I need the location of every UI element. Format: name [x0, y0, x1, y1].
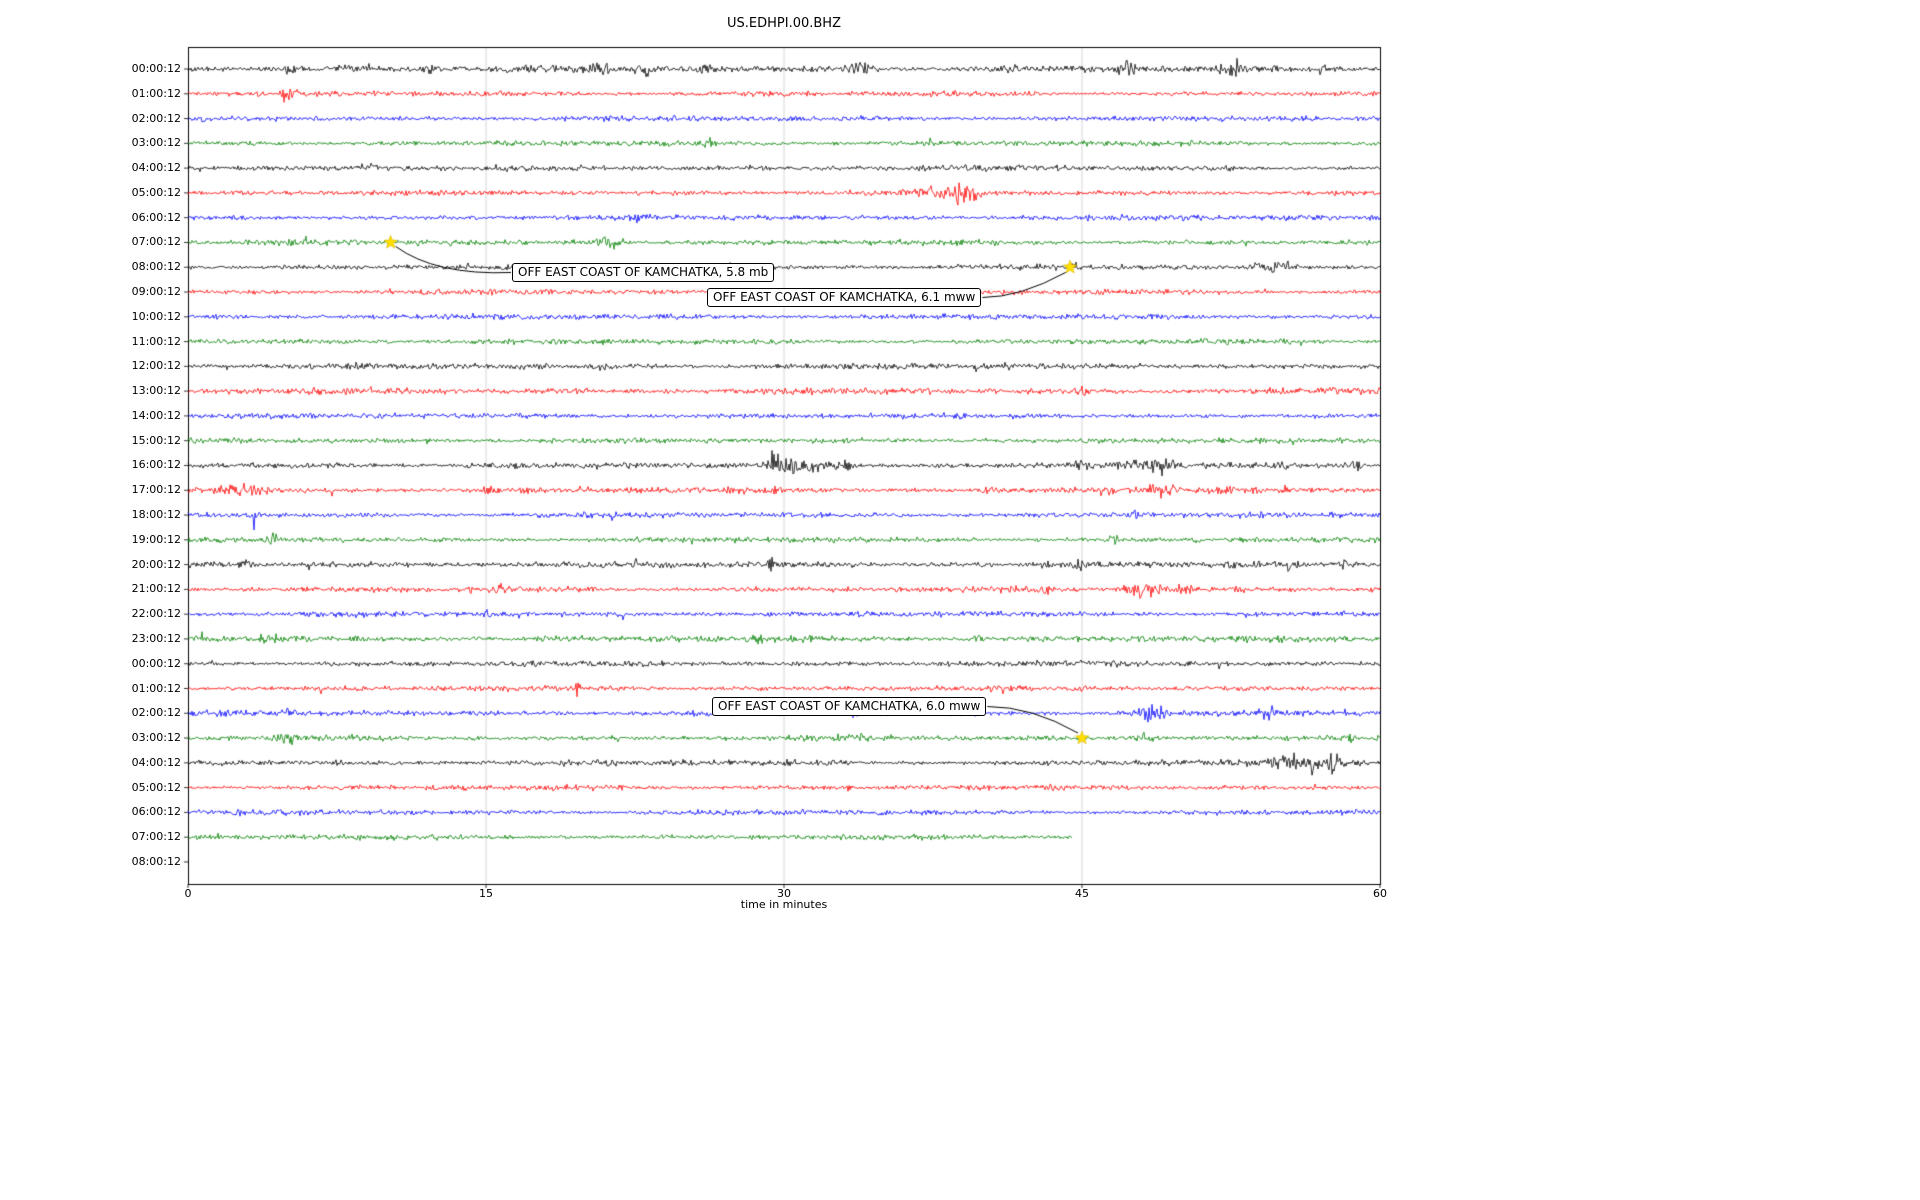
y-tick-label: 05:00:12	[131, 780, 181, 794]
x-tick-label: 45	[1075, 887, 1089, 900]
y-tick-label: 00:00:12	[131, 62, 181, 75]
y-tick-label: 07:00:12	[131, 235, 181, 249]
y-tick-label: 04:00:12	[131, 755, 181, 769]
y-tick-label: 14:00:12	[131, 408, 181, 422]
y-tick-label: 00:00:12	[131, 656, 181, 670]
y-tick-label: 10:00:12	[131, 309, 181, 323]
event-annotation: OFF EAST COAST OF KAMCHATKA, 6.1 mww	[707, 288, 982, 307]
y-tick-label: 06:00:12	[131, 805, 181, 819]
y-tick-label: 02:00:12	[131, 111, 181, 125]
y-tick-label: 16:00:12	[131, 458, 181, 472]
x-tick-label: 30	[777, 887, 791, 900]
y-tick-label: 19:00:12	[131, 532, 181, 546]
y-tick-label: 20:00:12	[131, 557, 181, 571]
x-tick-label: 15	[479, 887, 493, 900]
y-tick-label: 08:00:12	[131, 260, 181, 274]
event-annotation: OFF EAST COAST OF KAMCHATKA, 6.0 mww	[712, 697, 987, 716]
y-tick-label: 08:00:12	[131, 854, 181, 868]
y-tick-label: 15:00:12	[131, 433, 181, 447]
y-tick-label: 06:00:12	[131, 210, 181, 224]
y-tick-label: 01:00:12	[131, 681, 181, 695]
x-tick-label: 60	[1373, 887, 1387, 900]
y-tick-label: 23:00:12	[131, 631, 181, 645]
x-tick-label: 0	[184, 887, 192, 900]
y-tick-label: 01:00:12	[131, 86, 181, 100]
x-axis-label: time in minutes	[740, 898, 828, 911]
y-tick-label: 13:00:12	[131, 384, 181, 398]
y-tick-label: 09:00:12	[131, 285, 181, 299]
y-tick-label: 22:00:12	[131, 607, 181, 621]
y-tick-label: 05:00:12	[131, 185, 181, 199]
y-tick-label: 03:00:12	[131, 136, 181, 150]
y-tick-label: 17:00:12	[131, 483, 181, 497]
y-tick-label: 04:00:12	[131, 161, 181, 175]
y-tick-label: 12:00:12	[131, 359, 181, 373]
y-tick-label: 03:00:12	[131, 731, 181, 745]
y-tick-label: 11:00:12	[131, 334, 181, 348]
y-tick-label: 02:00:12	[131, 706, 181, 720]
y-tick-label: 07:00:12	[131, 830, 181, 844]
event-annotation: OFF EAST COAST OF KAMCHATKA, 5.8 mb	[512, 263, 775, 282]
y-tick-label: 21:00:12	[131, 582, 181, 596]
y-tick-label: 18:00:12	[131, 508, 181, 522]
